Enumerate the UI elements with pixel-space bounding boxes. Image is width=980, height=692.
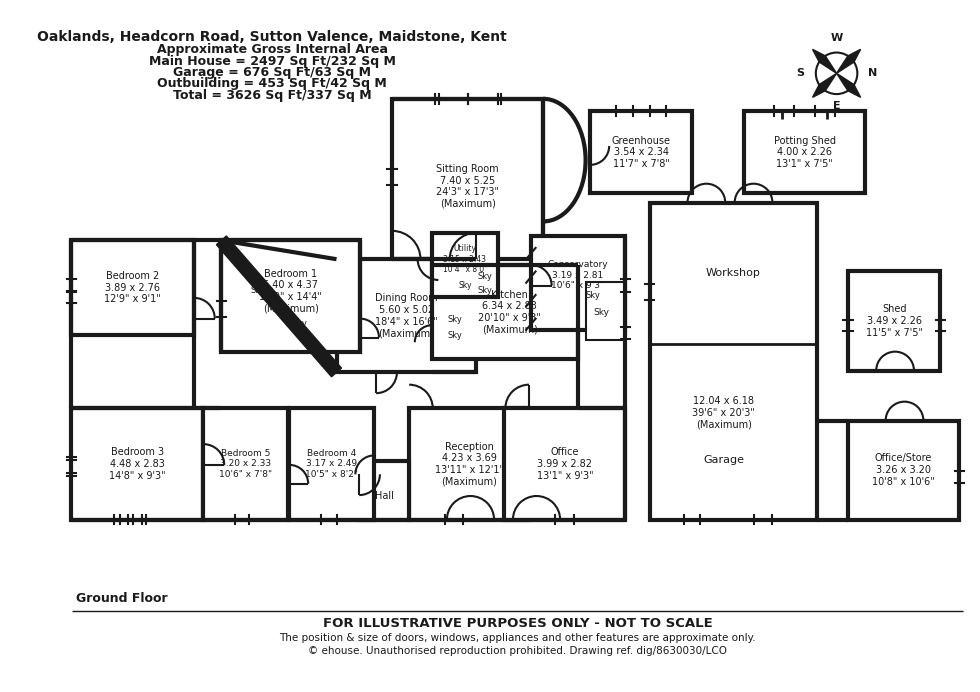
Text: Bedroom 5
3.20 x 2.33
10'6" x 7'8": Bedroom 5 3.20 x 2.33 10'6" x 7'8" (220, 449, 272, 479)
Text: Sitting Room
7.40 x 5.25
24'3" x 17'3"
(Maximum): Sitting Room 7.40 x 5.25 24'3" x 17'3" (… (436, 164, 499, 209)
Bar (531, 235, 625, 330)
Text: Bedroom 4
3.17 x 2.49
10'5" x 8'2": Bedroom 4 3.17 x 2.49 10'5" x 8'2" (306, 449, 359, 479)
Text: Bedroom 1
5.40 x 4.37
17'9" x 14'4"
(Maximum): Bedroom 1 5.40 x 4.37 17'9" x 14'4" (Max… (260, 269, 322, 313)
Text: Sky: Sky (448, 331, 463, 340)
Text: Utility
3.15 x 2.43
10'4" x 8'0": Utility 3.15 x 2.43 10'4" x 8'0" (443, 244, 487, 274)
Text: Kitchen
6.34 x 2.83
20'10" x 9'3"
(Maximum): Kitchen 6.34 x 2.83 20'10" x 9'3" (Maxim… (478, 290, 541, 334)
Text: Shed
3.49 x 2.26
11'5" x 7'5": Shed 3.49 x 2.26 11'5" x 7'5" (865, 304, 922, 338)
Text: 12.04 x 6.18
39'6" x 20'3"
(Maximum): 12.04 x 6.18 39'6" x 20'3" (Maximum) (693, 397, 756, 430)
Polygon shape (812, 49, 837, 73)
Text: N: N (868, 69, 877, 78)
Bar (432, 233, 498, 297)
Text: Hall: Hall (374, 491, 394, 501)
Bar (410, 408, 529, 520)
Bar (289, 408, 374, 520)
Text: Office/Store
3.26 x 3.20
10'8" x 10'6": Office/Store 3.26 x 3.20 10'8" x 10'6" (872, 453, 935, 486)
Bar (650, 203, 816, 520)
Text: FOR ILLUSTRATIVE PURPOSES ONLY - NOT TO SCALE: FOR ILLUSTRATIVE PURPOSES ONLY - NOT TO … (322, 617, 712, 630)
Text: Workshop: Workshop (706, 268, 760, 278)
Bar (221, 240, 360, 352)
Bar (744, 111, 865, 193)
Text: Greenhouse
3.54 x 2.34
11'7" x 7'8": Greenhouse 3.54 x 2.34 11'7" x 7'8" (612, 136, 670, 169)
Text: Conservatory
3.19 x 2.81
10'6" x 9'3": Conservatory 3.19 x 2.81 10'6" x 9'3" (548, 260, 609, 290)
Text: Bedroom 3
4.48 x 2.83
14'8" x 9'3": Bedroom 3 4.48 x 2.83 14'8" x 9'3" (109, 447, 166, 480)
Polygon shape (837, 73, 860, 98)
Bar (505, 408, 625, 520)
Text: E: E (833, 101, 841, 111)
Text: Ground Floor: Ground Floor (76, 592, 168, 606)
Bar (848, 421, 959, 520)
Text: W: W (830, 33, 843, 44)
Text: Dining Room
5.60 x 5.02
18'4" x 16'6"
(Maximum): Dining Room 5.60 x 5.02 18'4" x 16'6" (M… (375, 293, 438, 338)
Bar (848, 271, 941, 370)
Text: Reception
4.23 x 3.69
13'11" x 12'1"
(Maximum): Reception 4.23 x 3.69 13'11" x 12'1" (Ma… (434, 441, 504, 486)
Text: Sky: Sky (458, 281, 471, 290)
Text: Sky: Sky (477, 272, 492, 281)
Bar (586, 282, 625, 340)
Text: Garage = 676 Sq Ft/63 Sq M: Garage = 676 Sq Ft/63 Sq M (173, 66, 371, 79)
Text: Sky: Sky (251, 286, 266, 295)
Text: The position & size of doors, windows, appliances and other features are approxi: The position & size of doors, windows, a… (279, 632, 756, 643)
Polygon shape (812, 73, 837, 98)
Text: Oaklands, Headcorn Road, Sutton Valence, Maidstone, Kent: Oaklands, Headcorn Road, Sutton Valence,… (37, 30, 508, 44)
Text: Sky: Sky (448, 315, 463, 324)
Text: Bedroom 2
3.89 x 2.76
12'9" x 9'1": Bedroom 2 3.89 x 2.76 12'9" x 9'1" (104, 271, 161, 304)
Bar (590, 111, 692, 193)
Bar (336, 260, 476, 372)
Bar (72, 240, 194, 335)
Text: Approximate Gross Internal Area: Approximate Gross Internal Area (157, 43, 388, 56)
Text: Office
3.99 x 2.82
13'1" x 9'3": Office 3.99 x 2.82 13'1" x 9'3" (536, 447, 593, 480)
Text: Outbuilding = 453 Sq Ft/42 Sq M: Outbuilding = 453 Sq Ft/42 Sq M (158, 78, 387, 90)
Text: Total = 3626 Sq Ft/337 Sq M: Total = 3626 Sq Ft/337 Sq M (173, 89, 371, 102)
Polygon shape (217, 236, 341, 376)
Text: Sky: Sky (477, 286, 492, 295)
Text: Garage: Garage (704, 455, 745, 465)
Bar (432, 265, 578, 359)
Bar (204, 408, 288, 520)
Text: © ehouse. Unauthorised reproduction prohibited. Drawing ref. dig/8630030/LCO: © ehouse. Unauthorised reproduction proh… (308, 646, 727, 656)
Text: Sky: Sky (594, 307, 610, 316)
Text: Sky: Sky (293, 319, 308, 328)
Bar (359, 461, 410, 520)
Polygon shape (837, 49, 860, 73)
Bar (392, 99, 543, 260)
Text: Main House = 2497 Sq Ft/232 Sq M: Main House = 2497 Sq Ft/232 Sq M (149, 55, 396, 68)
Text: Sky: Sky (586, 291, 601, 300)
Text: Potting Shed
4.00 x 2.26
13'1" x 7'5": Potting Shed 4.00 x 2.26 13'1" x 7'5" (773, 136, 836, 169)
Text: S: S (797, 69, 805, 78)
Bar (72, 408, 204, 520)
